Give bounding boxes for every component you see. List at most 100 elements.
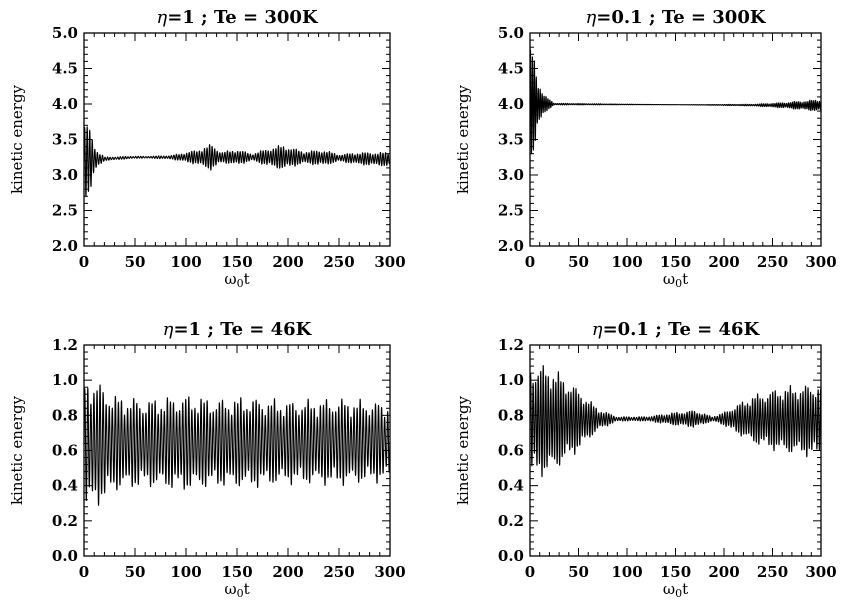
x-tick-label: 0 (79, 253, 89, 271)
chart-panel-4: 0 50 100 150 200 250 300 0.0 0.2 0.4 0.6 0.8 1.0 1.2 η… (454, 319, 837, 600)
series-line (83, 384, 391, 506)
x-tick-label: 150 (660, 563, 691, 581)
y-tick-label: 0.8 (498, 406, 524, 424)
x-tick-label: 300 (805, 563, 836, 581)
y-axis-label: kinetic energy (454, 395, 472, 505)
x-tick-label: 100 (611, 563, 642, 581)
x-label-t: t (682, 270, 688, 288)
x-axis-label: ω0t (663, 580, 688, 600)
y-axis-label: kinetic energy (8, 395, 26, 505)
x-tick-label: 300 (374, 563, 405, 581)
title-text: =0.1 ; Te = 46K (603, 319, 761, 340)
x-tick-label: 200 (272, 253, 303, 271)
title-eta-symbol: η (592, 319, 603, 340)
x-tick-label: 250 (757, 563, 788, 581)
x-tick-label: 100 (170, 563, 201, 581)
x-tick-label: 250 (757, 253, 788, 271)
x-label-omega: ω (663, 580, 675, 598)
y-axis-label: kinetic energy (8, 84, 26, 194)
x-tick-label: 0 (79, 563, 89, 581)
x-label-t: t (244, 270, 250, 288)
x-tick-label: 150 (221, 563, 252, 581)
y-tick-label: 2.5 (498, 202, 524, 220)
y-tick-label: 2.0 (52, 237, 78, 255)
x-label-subscript: 0 (675, 277, 682, 290)
y-tick-label: 0.6 (498, 442, 524, 460)
y-tick-label: 0.2 (498, 512, 524, 530)
x-tick-label: 250 (323, 563, 354, 581)
y-tick-label: 3.0 (52, 166, 78, 184)
chart-panel-3: 0 50 100 150 200 250 300 0.0 0.2 0.4 0.6 0.8 1.0 1.2 η… (8, 319, 406, 600)
x-axis-label: ω0t (224, 580, 249, 600)
title-text: =1 ; Te = 46K (173, 319, 312, 340)
y-tick-label: 5.0 (52, 24, 78, 42)
title-eta-symbol: η (586, 7, 597, 28)
title-eta-symbol: η (156, 7, 167, 28)
y-tick-label: 1.0 (498, 371, 524, 389)
y-tick-label: 2.0 (498, 237, 524, 255)
chart-title: η=1 ; Te = 46K (163, 319, 313, 340)
x-label-t: t (244, 580, 250, 598)
x-label-subscript: 0 (237, 277, 244, 290)
x-tick-label: 0 (525, 253, 535, 271)
series-line (529, 49, 822, 155)
y-tick-label: 2.5 (52, 202, 78, 220)
x-tick-label: 250 (323, 253, 354, 271)
y-tick-label: 1.0 (52, 371, 78, 389)
x-tick-label: 300 (374, 253, 405, 271)
chart-title: η=0.1 ; Te = 46K (592, 319, 761, 340)
y-tick-label: 3.0 (498, 166, 524, 184)
plot-frame (83, 32, 391, 247)
chart-title: η=1 ; Te = 300K (156, 7, 319, 28)
chart-panel-2: 0 50 100 150 200 250 300 2.0 2.5 3.0 3.5 4.0 4.5 5.0 η… (454, 7, 837, 290)
x-label-omega: ω (224, 270, 236, 288)
x-label-omega: ω (663, 270, 675, 288)
y-tick-label: 0.0 (498, 547, 524, 565)
y-tick-label: 4.5 (52, 60, 78, 78)
y-tick-label: 0.8 (52, 406, 78, 424)
y-axis-label: kinetic energy (454, 84, 472, 194)
x-label-omega: ω (224, 580, 236, 598)
x-tick-label: 50 (568, 253, 589, 271)
title-text: =1 ; Te = 300K (167, 7, 319, 28)
x-tick-label: 50 (125, 563, 146, 581)
y-tick-label: 3.5 (52, 131, 78, 149)
series-line (529, 365, 822, 478)
y-tick-label: 0.4 (498, 477, 524, 495)
title-text: =0.1 ; Te = 300K (596, 7, 767, 28)
y-tick-label: 1.2 (498, 336, 524, 354)
x-tick-label: 200 (708, 563, 739, 581)
x-tick-label: 100 (611, 253, 642, 271)
x-tick-label: 100 (170, 253, 201, 271)
x-label-subscript: 0 (237, 587, 244, 600)
x-tick-label: 0 (525, 563, 535, 581)
x-tick-label: 300 (805, 253, 836, 271)
x-axis-label: ω0t (663, 270, 688, 290)
y-tick-label: 5.0 (498, 24, 524, 42)
x-axis-label: ω0t (224, 270, 249, 290)
x-tick-label: 150 (660, 253, 691, 271)
x-tick-label: 50 (568, 563, 589, 581)
y-tick-label: 4.0 (498, 95, 524, 113)
x-tick-label: 200 (708, 253, 739, 271)
x-tick-label: 150 (221, 253, 252, 271)
x-tick-label: 200 (272, 563, 303, 581)
y-tick-label: 4.5 (498, 60, 524, 78)
x-tick-label: 50 (125, 253, 146, 271)
chart-title: η=0.1 ; Te = 300K (586, 7, 767, 28)
x-label-t: t (682, 580, 688, 598)
y-tick-label: 0.0 (52, 547, 78, 565)
y-tick-label: 4.0 (52, 95, 78, 113)
y-tick-label: 0.6 (52, 442, 78, 460)
y-tick-label: 3.5 (498, 131, 524, 149)
plot-frame (529, 344, 822, 557)
x-label-subscript: 0 (675, 587, 682, 600)
chart-panel-1: 0 50 100 150 200 250 300 2.0 2.5 3.0 3.5 4.0 4.5 5.0 η… (8, 7, 406, 290)
plot-frame (529, 32, 822, 247)
y-tick-label: 0.2 (52, 512, 78, 530)
y-tick-label: 1.2 (52, 336, 78, 354)
title-eta-symbol: η (163, 319, 174, 340)
y-tick-label: 0.4 (52, 477, 78, 495)
series-line (83, 126, 391, 197)
